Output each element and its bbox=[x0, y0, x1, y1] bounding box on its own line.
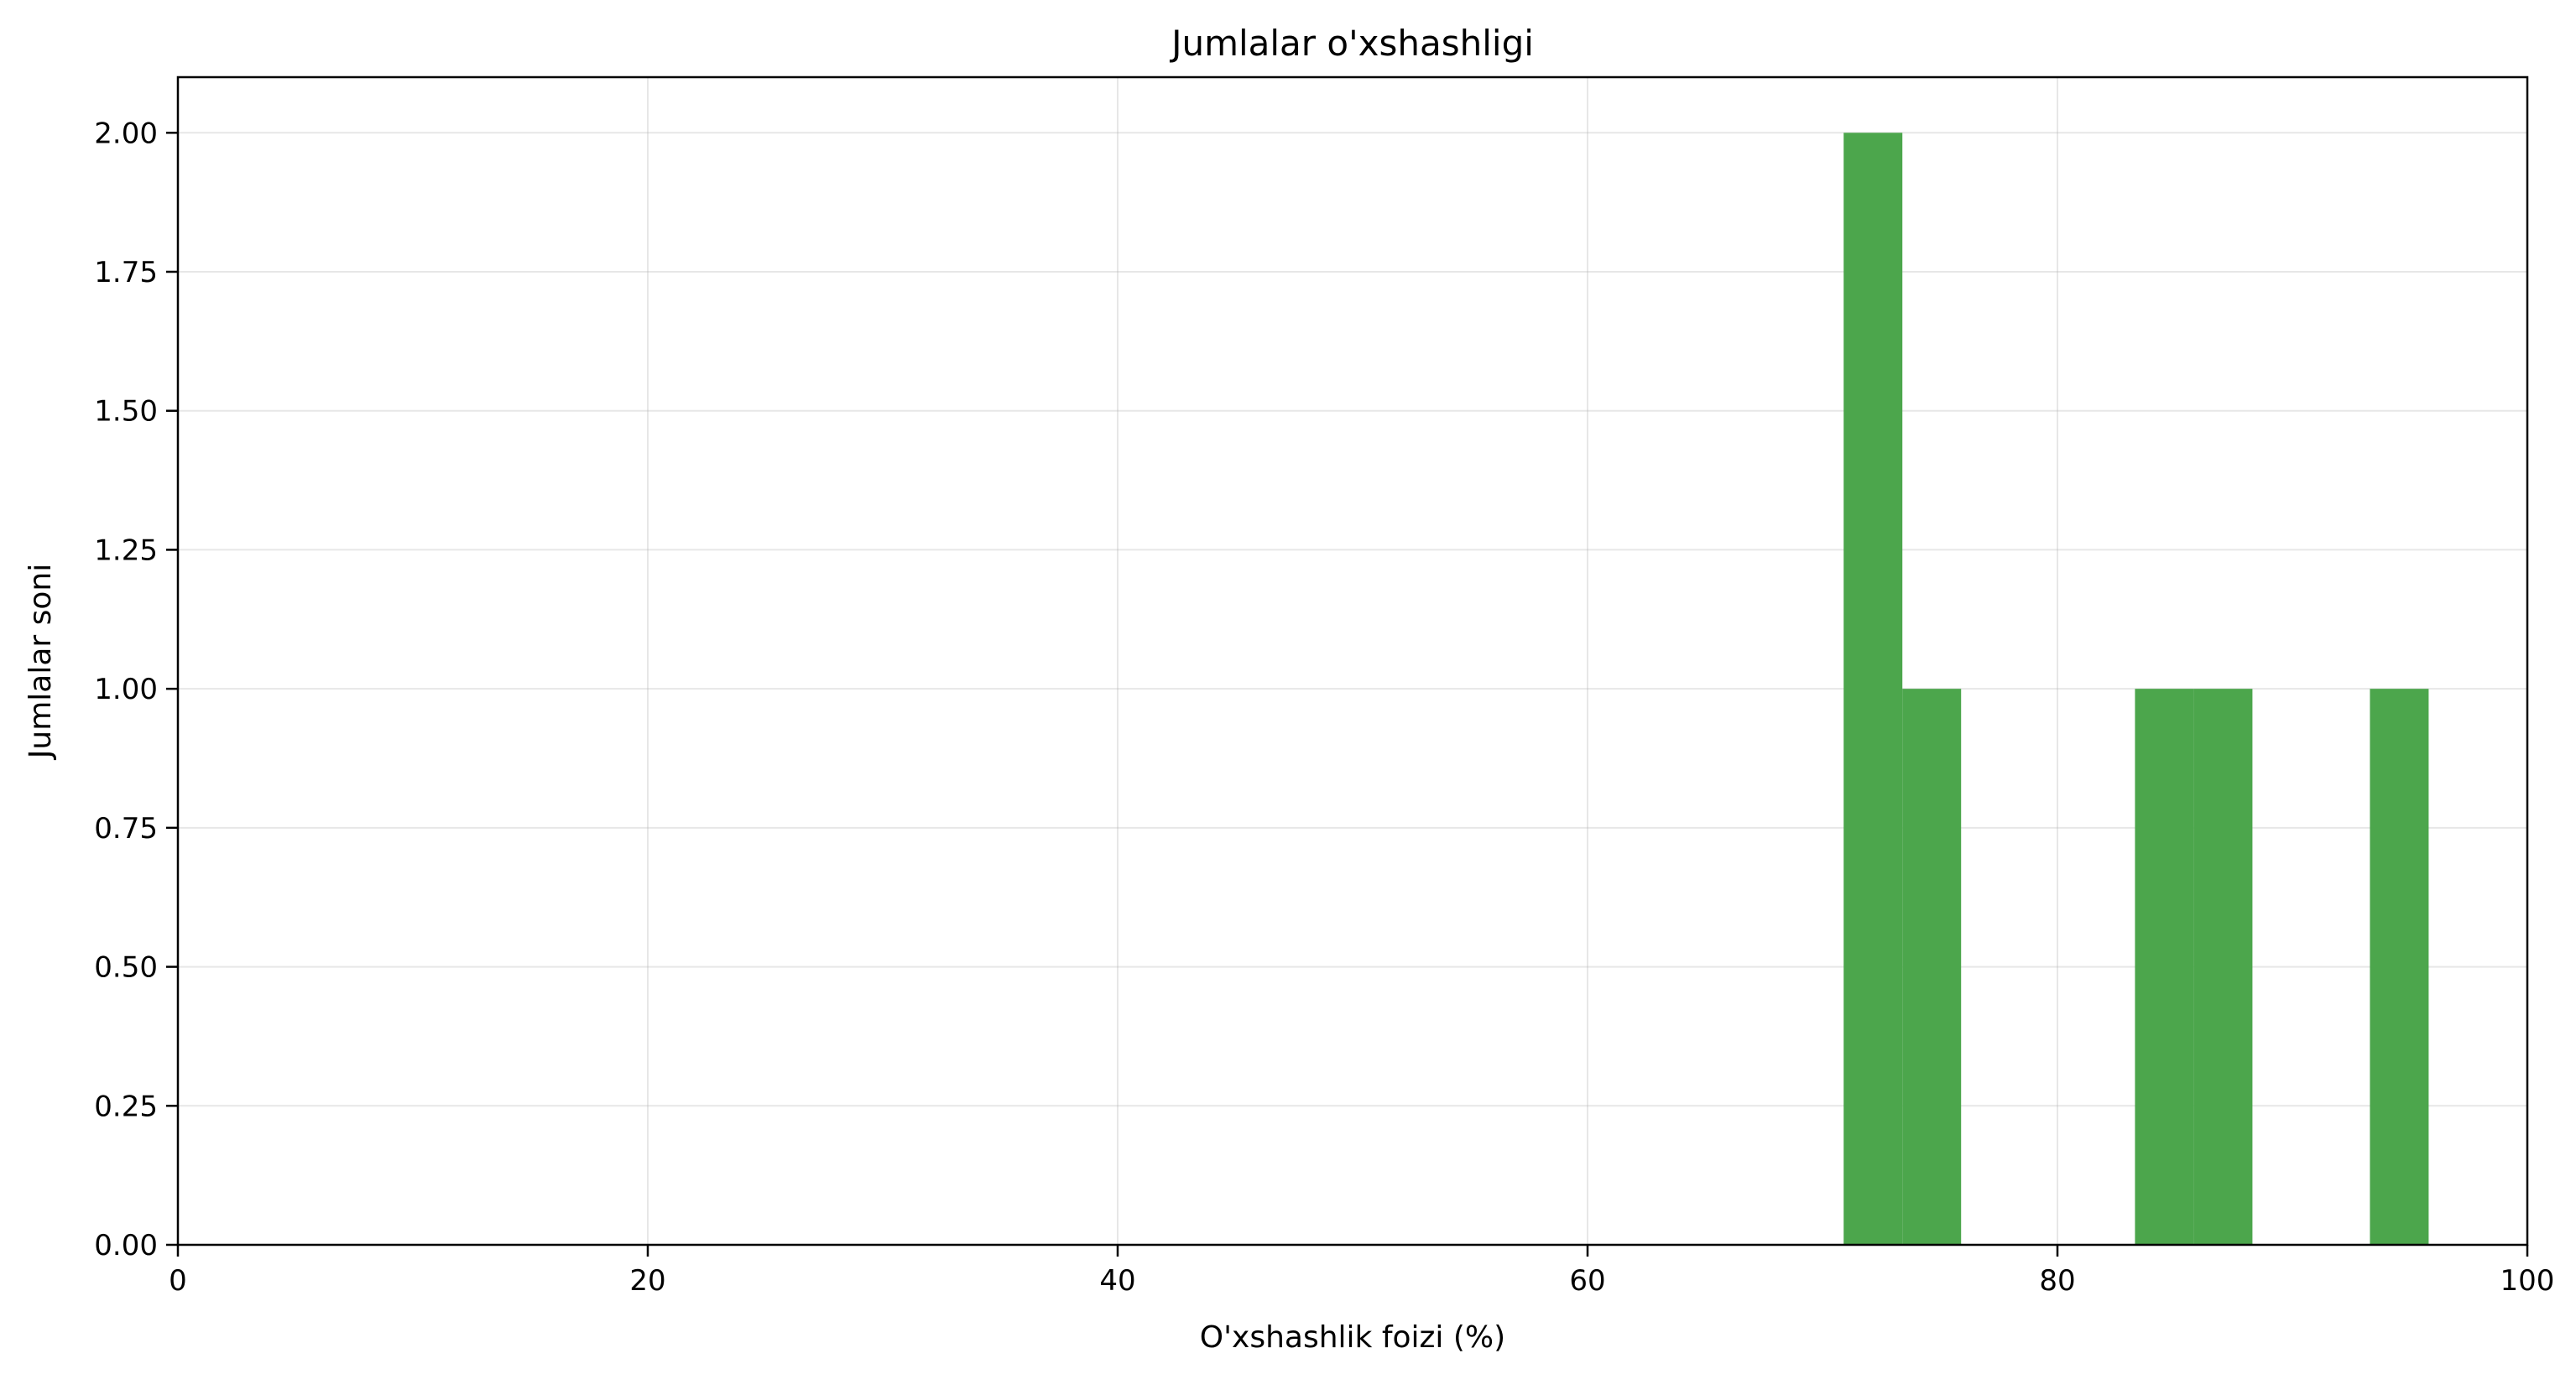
histogram-bar bbox=[1843, 133, 1903, 1245]
x-tick-label: 100 bbox=[2500, 1264, 2555, 1298]
y-tick-label: 0.00 bbox=[94, 1229, 158, 1262]
y-tick-label: 1.50 bbox=[94, 395, 158, 429]
histogram-bar bbox=[2135, 689, 2194, 1245]
y-tick-label: 1.25 bbox=[94, 533, 158, 567]
histogram-bar bbox=[2370, 689, 2429, 1245]
y-tick-label: 1.75 bbox=[94, 256, 158, 289]
x-tick-label: 20 bbox=[629, 1264, 665, 1298]
x-axis-label: O'xshashlik foizi (%) bbox=[1200, 1320, 1505, 1355]
y-axis-label: Jumlalar soni bbox=[23, 564, 58, 760]
y-tick-label: 0.75 bbox=[94, 812, 158, 846]
bars-layer bbox=[1843, 133, 2429, 1245]
x-tick-label: 40 bbox=[1099, 1264, 1135, 1298]
plot-area-frame bbox=[176, 75, 2529, 1246]
x-tick-label: 60 bbox=[1569, 1264, 1605, 1298]
x-tick-label: 80 bbox=[2039, 1264, 2075, 1298]
x-tick-label: 0 bbox=[169, 1264, 187, 1298]
y-tick-label: 0.50 bbox=[94, 951, 158, 985]
y-tick-label: 1.00 bbox=[94, 673, 158, 706]
histogram-bar bbox=[2193, 689, 2253, 1245]
chart-title: Jumlalar o'xshashligi bbox=[1169, 23, 1534, 64]
histogram-bar bbox=[1902, 689, 1962, 1245]
y-tick-label: 2.00 bbox=[94, 117, 158, 150]
y-tick-label: 0.25 bbox=[94, 1090, 158, 1123]
ticks-layer: 0 20 40 60 80 100 0.00 0.25 0.50 0.75 1.00 1.25 1.50… bbox=[94, 117, 2554, 1298]
